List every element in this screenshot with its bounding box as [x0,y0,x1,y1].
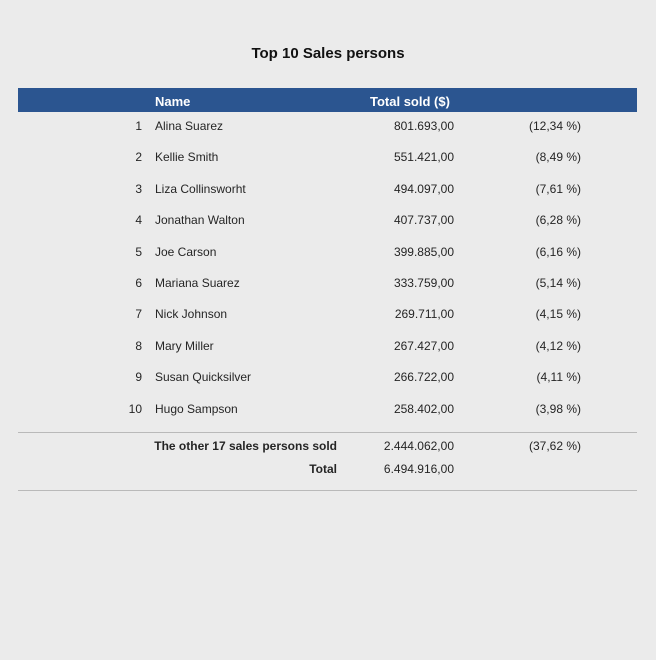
share: (7,61 %) [535,181,581,196]
header-bar [18,88,637,112]
divider [18,490,637,491]
total-sold: 333.759,00 [393,276,454,290]
rank: 4 [135,213,142,228]
share: (4,15 %) [535,307,581,322]
rank: 6 [135,276,142,290]
rank: 1 [135,119,142,133]
person-name: Mary Miller [155,338,214,353]
rank: 7 [135,307,142,322]
person-name: Alina Suarez [155,119,224,133]
total-sold: 266.722,00 [393,370,454,385]
rank: 8 [135,338,142,353]
person-name: Nick Johnson [155,307,228,322]
rank: 3 [135,181,142,196]
total-sold: 801.693,00 [393,119,454,133]
person-name: Hugo Sampson [155,401,238,416]
share: (4,11 %) [536,370,581,385]
person-name: Mariana Suarez [155,276,240,290]
share: (12,34 %) [528,119,581,133]
share: (6,16 %) [535,244,581,259]
header-total: Total sold ($) [370,94,450,109]
person-name: Kellie Smith [155,150,219,165]
person-name: Liza Collinsworht [155,181,246,196]
total-value: 6.494.916,00 [383,462,454,476]
rank: 10 [128,401,142,416]
total-sold: 399.885,00 [393,244,454,259]
total-sold: 258.402,00 [393,401,454,416]
share: (8,49 %) [535,150,581,165]
title: Top 10 Sales persons [251,45,405,62]
share: (3,98 %) [535,401,581,416]
total-sold: 267.427,00 [393,338,454,353]
total-sold: 494.097,00 [393,181,454,196]
total-sold: 269.711,00 [394,307,454,322]
others-label: The other 17 sales persons sold [154,439,337,453]
person-name: Susan Quicksilver [155,370,252,385]
share: (6,28 %) [535,213,581,228]
share: (4,12 %) [535,338,581,353]
total-sold: 407.737,00 [393,213,454,228]
others-share: (37,62 %) [528,439,581,453]
share: (5,14 %) [535,276,581,290]
total-sold: 551.421,00 [393,150,454,165]
others-total: 2.444.062,00 [383,439,454,453]
rank: 5 [135,244,142,259]
divider [18,432,637,433]
person-name: Jonathan Walton [155,213,245,228]
total-label: Total [309,462,337,476]
rank: 2 [135,150,142,165]
rank: 9 [135,370,142,385]
person-name: Joe Carson [155,244,217,259]
header-name: Name [155,94,191,109]
